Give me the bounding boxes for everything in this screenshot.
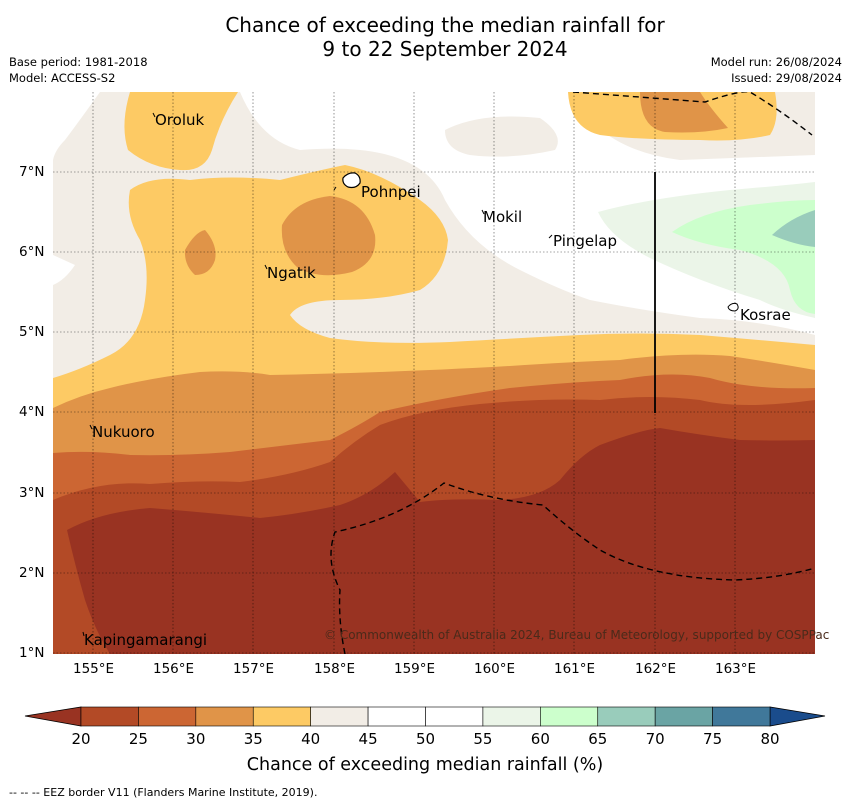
lon-tick-159e: 159°E xyxy=(394,661,436,677)
colorbar-over-arrow xyxy=(769,706,826,727)
model-name: Model: ACCESS-S2 xyxy=(9,71,116,85)
lat-tick-4n: 4°N xyxy=(19,404,45,420)
place-label-kapingamarangi: Kapingamarangi xyxy=(84,631,208,649)
lat-tick-3n: 3°N xyxy=(19,485,45,501)
colorbar-box xyxy=(310,706,369,727)
title-line-1: Chance of exceeding the median rainfall … xyxy=(225,13,665,37)
colorbar-tick-label: 60 xyxy=(530,730,550,748)
colorbar-tick-label: 35 xyxy=(243,730,263,748)
map-title: Chance of exceeding the median rainfall … xyxy=(0,13,850,61)
colorbar-tick-label: 45 xyxy=(358,730,378,748)
colorbar-tick-label: 70 xyxy=(645,730,665,748)
colorbar-title: Chance of exceeding median rainfall (%) xyxy=(246,755,604,775)
band-45-55-sw xyxy=(53,255,75,285)
place-label-mokil: Mokil xyxy=(483,208,523,226)
colorbar-box xyxy=(482,706,541,727)
place-label-kosrae: Kosrae xyxy=(740,306,791,324)
meta-right: Model run: 26/08/2024 Issued: 29/08/2024 xyxy=(711,54,842,86)
colorbar-box xyxy=(138,706,197,727)
lon-tick-156e: 156°E xyxy=(153,661,195,677)
kosrae-island-outline xyxy=(727,302,739,312)
place-label-pohnpei: Pohnpei xyxy=(361,183,421,201)
band-45-55-west xyxy=(53,92,100,160)
title-line-2: 9 to 22 September 2024 xyxy=(322,37,568,61)
colorbar-box xyxy=(80,706,139,727)
eez-footnote: -- -- -- EEZ border V11 (Flanders Marine… xyxy=(9,786,318,799)
colorbar-box xyxy=(252,706,311,727)
lat-tick-5n: 5°N xyxy=(19,324,45,340)
place-label-nukuoro: Nukuoro xyxy=(92,423,155,441)
place-label-pingelap: Pingelap xyxy=(553,232,618,250)
lon-tick-161e: 161°E xyxy=(554,661,596,677)
place-label-oroluk: Oroluk xyxy=(155,111,205,129)
colorbar-tick-label: 55 xyxy=(473,730,493,748)
colorbar-tick-label: 20 xyxy=(71,730,91,748)
place-label-ngatik: Ngatik xyxy=(267,264,316,282)
colorbar-tick-label: 40 xyxy=(301,730,321,748)
colorbar-box xyxy=(367,706,426,727)
colorbar-box xyxy=(654,706,713,727)
colorbar-tick-label: 25 xyxy=(128,730,148,748)
colorbar-under-arrow xyxy=(24,706,82,727)
lat-tick-6n: 6°N xyxy=(19,244,45,260)
colorbar-box xyxy=(712,706,771,727)
colorbar-tick-label: 30 xyxy=(186,730,206,748)
copyright-credit: © Commonwealth of Australia 2024, Bureau… xyxy=(324,628,830,642)
colorbar-box xyxy=(425,706,484,727)
eez-border xyxy=(330,92,815,654)
band-40-45-patch xyxy=(445,116,558,157)
lon-tick-157e: 157°E xyxy=(233,661,275,677)
graticule xyxy=(53,92,815,654)
band-60-65 xyxy=(672,200,815,314)
meta-left: Base period: 1981-2018 Model: ACCESS-S2 xyxy=(9,54,148,86)
colorbar-box xyxy=(540,706,599,727)
band-30-35-west xyxy=(184,230,216,275)
lon-tick-163e: 163°E xyxy=(715,661,757,677)
lon-tick-162e: 162°E xyxy=(635,661,677,677)
lat-tick-1n: 1°N xyxy=(19,645,45,661)
lat-tick-7n: 7°N xyxy=(19,164,45,180)
model-run: Model run: 26/08/2024 xyxy=(710,55,842,69)
band-below-20 xyxy=(67,428,815,654)
band-30-35-ngatik xyxy=(281,196,376,276)
band-45-55-north xyxy=(240,92,815,335)
colorbar xyxy=(24,706,826,727)
colorbar-tick-label: 80 xyxy=(760,730,780,748)
lon-tick-158e: 158°E xyxy=(314,661,356,677)
place-markers xyxy=(82,112,553,637)
lat-tick-2n: 2°N xyxy=(19,565,45,581)
band-65-70 xyxy=(772,210,815,247)
lon-tick-155e: 155°E xyxy=(73,661,115,677)
lon-tick-160e: 160°E xyxy=(474,661,516,677)
colorbar-tick-label: 50 xyxy=(415,730,436,748)
base-period: Base period: 1981-2018 xyxy=(9,55,148,69)
issued-date: Issued: 29/08/2024 xyxy=(731,71,842,85)
colorbar-tick-label: 65 xyxy=(588,730,608,748)
colorbar-box xyxy=(597,706,656,727)
colorbar-box xyxy=(195,706,254,727)
rainfall-map-area xyxy=(53,92,815,654)
band-35-40-north xyxy=(124,92,238,171)
pohnpei-island-outline xyxy=(342,172,361,189)
colorbar-tick-label: 75 xyxy=(703,730,723,748)
